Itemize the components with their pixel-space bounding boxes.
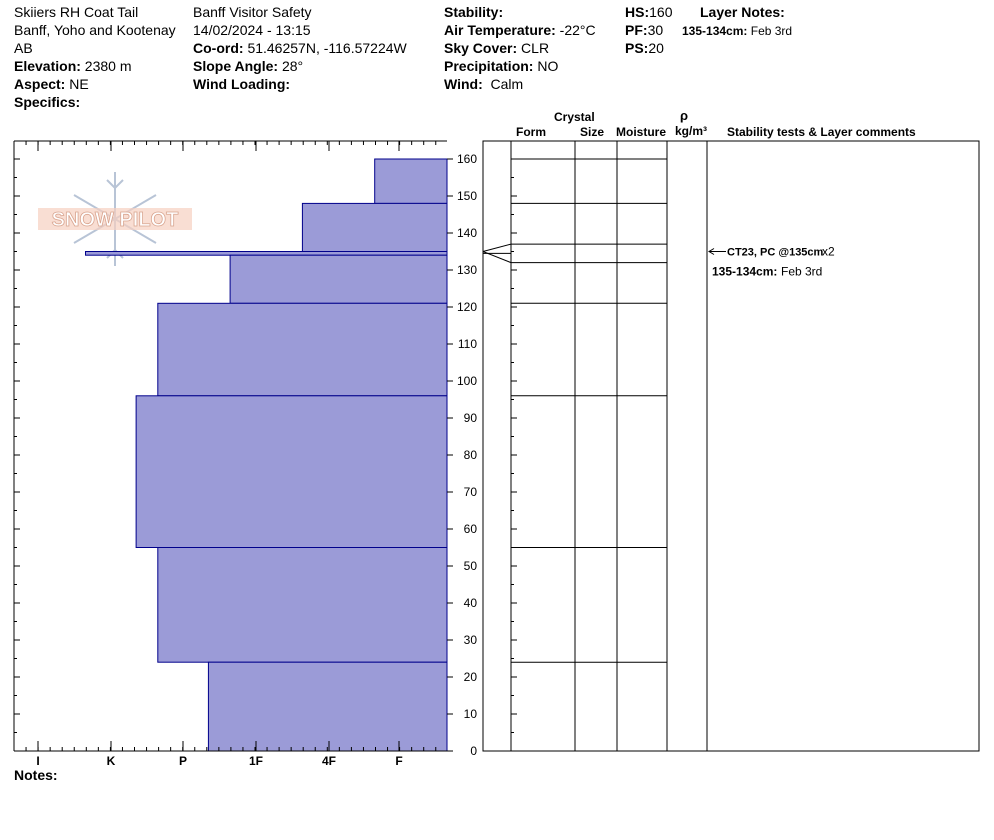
chart-axes: I K P 1F 4F F 0 10 20 30 40 50 60 70 80 90 100 110 120 130 1… [13, 140, 517, 768]
hardness-layer [135, 395, 448, 548]
specifics-label: Specifics: [14, 94, 81, 110]
organization: Banff Visitor Safety [193, 4, 312, 20]
y-tick-label: 20 [464, 670, 478, 684]
air-temperature-field: Air Temperature: -22°C [444, 22, 596, 38]
y-tick-label: 150 [457, 189, 477, 203]
aspect-field: Aspect: NE [14, 76, 89, 92]
stability-arrowhead [708, 248, 715, 255]
table-frame [482, 140, 980, 752]
sky-cover-field: Sky Cover: CLR [444, 40, 550, 56]
y-tick-label: 140 [457, 226, 477, 240]
hardness-layer [374, 158, 448, 204]
wind-loading-label: Wind Loading: [193, 76, 291, 92]
hardness-label-1F: 1F [249, 754, 263, 768]
size-header: Size [580, 125, 605, 139]
y-tick-label: 50 [464, 559, 478, 573]
y-tick-label: 10 [464, 707, 478, 721]
stability-comments-header: Stability tests & Layer comments [727, 125, 916, 139]
moisture-header: Moisture [616, 125, 667, 139]
coordinates-field: Co-ord: 51.46257N, -116.57224W [193, 40, 407, 56]
y-tick-label: 40 [464, 596, 478, 610]
layer-notes-title: Layer Notes: [700, 4, 785, 20]
hardness-layer [85, 251, 448, 256]
precipitation-field: Precipitation: NO [444, 58, 559, 74]
layer-comment-text: Feb 3rd [781, 265, 822, 279]
hardness-layer [301, 202, 448, 252]
location-region: Banff, Yoho and Kootenay [14, 22, 176, 38]
y-tick-label: 60 [464, 522, 478, 536]
density-rho-header: ρ [680, 108, 689, 123]
y-tick-label: 90 [464, 411, 478, 425]
y-tick-label: 120 [457, 300, 477, 314]
hardness-label-F: F [395, 754, 402, 768]
logo-text: SNOW PILOT [52, 209, 179, 231]
notes-label: Notes: [14, 767, 58, 783]
stability-test-text: CT23, PC @135cm [727, 247, 824, 259]
crystal-header: Crystal [554, 110, 595, 124]
stability-test-multiplier: x2 [822, 245, 835, 259]
pf-field: PF:30 [625, 22, 664, 38]
observation-datetime: 14/02/2024 - 13:15 [193, 22, 311, 38]
y-tick-label: 100 [457, 374, 477, 388]
hardness-label-4F: 4F [322, 754, 336, 768]
hardness-layers [85, 158, 448, 752]
y-tick-label: 80 [464, 448, 478, 462]
snowpilot-logo: SNOW PILOT [38, 172, 192, 266]
layer-comment-depth: 135-134cm: [712, 265, 777, 279]
hardness-layer [157, 302, 448, 397]
location-province: AB [14, 40, 33, 56]
y-tick-label: 160 [457, 152, 477, 166]
layer-note-entry: 135-134cm: Feb 3rd [682, 24, 793, 38]
y-tick-label: 110 [458, 337, 477, 351]
form-header: Form [516, 125, 546, 139]
wind-field: Wind: Calm [444, 76, 524, 92]
y-tick-label: 70 [464, 485, 478, 499]
hardness-layer [229, 254, 448, 304]
slope-angle-field: Slope Angle: 28° [193, 58, 304, 74]
connector-line [482, 243, 512, 252]
density-unit-header: kg/m³ [675, 124, 708, 138]
location-name: Skiiers RH Coat Tail [14, 4, 139, 20]
y-tick-label: 0 [470, 744, 477, 758]
ps-field: PS:20 [625, 40, 664, 56]
hardness-label-P: P [179, 754, 187, 768]
hardness-label-I: I [36, 754, 39, 768]
hardness-layer [157, 547, 448, 663]
hardness-label-K: K [107, 754, 116, 768]
elevation-field: Elevation: 2380 m [14, 58, 132, 74]
hardness-layer [207, 661, 448, 752]
hs-field: HS:160 [625, 4, 673, 20]
stability-label: Stability: [444, 4, 504, 20]
y-tick-label: 130 [457, 263, 477, 277]
y-tick-label: 30 [464, 633, 478, 647]
